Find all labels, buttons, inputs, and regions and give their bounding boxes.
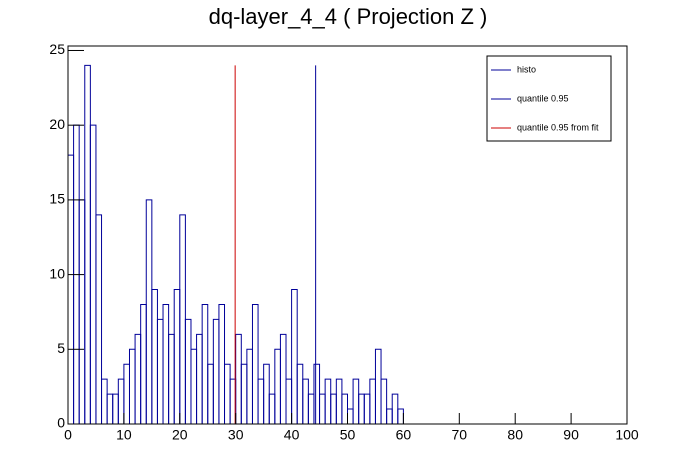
histogram-bin bbox=[196, 333, 203, 424]
histogram-bin bbox=[95, 214, 103, 424]
histogram-bin bbox=[212, 318, 220, 424]
x-tick-label: 10 bbox=[116, 427, 132, 443]
y-tick-label: 25 bbox=[49, 41, 65, 57]
x-tick-label: 50 bbox=[340, 427, 356, 443]
histogram-bin bbox=[391, 393, 399, 424]
histogram-bin bbox=[313, 363, 321, 424]
histogram-bin bbox=[285, 378, 293, 424]
histogram-bin bbox=[134, 333, 142, 424]
histogram-bin bbox=[235, 333, 242, 424]
histogram-bin bbox=[363, 393, 371, 424]
x-tick-label: 100 bbox=[615, 427, 639, 443]
y-tick-label: 10 bbox=[49, 265, 65, 281]
y-tick-label: 15 bbox=[49, 191, 65, 207]
histogram-bin bbox=[168, 333, 175, 424]
histogram-bin bbox=[145, 199, 153, 424]
histogram-bin bbox=[224, 363, 231, 424]
histogram-bin bbox=[101, 378, 108, 424]
chart-title: dq-layer_4_4 ( Projection Z ) bbox=[209, 4, 488, 29]
histogram-bin bbox=[112, 393, 119, 424]
y-tick-label: 0 bbox=[57, 415, 65, 431]
histogram-bin bbox=[374, 348, 382, 424]
histogram-bin bbox=[151, 289, 158, 424]
histogram-bin bbox=[291, 289, 298, 424]
histogram-bin bbox=[251, 303, 259, 424]
histogram-bin bbox=[173, 289, 181, 424]
histogram-bin bbox=[89, 124, 97, 424]
histogram-bin bbox=[140, 303, 147, 424]
legend-label: quantile 0.95 bbox=[517, 93, 569, 103]
histogram-bin bbox=[156, 318, 164, 424]
histogram-bin bbox=[324, 378, 332, 424]
histogram-bin bbox=[201, 303, 209, 424]
histogram-bin bbox=[240, 363, 248, 424]
histogram-bin bbox=[347, 408, 354, 424]
x-tick-label: 70 bbox=[452, 427, 468, 443]
x-tick-label: 0 bbox=[64, 427, 72, 443]
histogram-bin bbox=[84, 64, 91, 424]
histogram-bin bbox=[335, 378, 343, 424]
histogram-bin bbox=[397, 408, 404, 424]
histogram-bin bbox=[296, 363, 304, 424]
legend-label: quantile 0.95 from fit bbox=[517, 122, 599, 132]
histogram-bin bbox=[341, 393, 348, 424]
histogram-bin bbox=[330, 393, 337, 424]
histogram-bin bbox=[162, 303, 170, 424]
y-tick-label: 5 bbox=[57, 340, 65, 356]
histogram-bin bbox=[319, 393, 326, 424]
x-tick-label: 90 bbox=[563, 427, 579, 443]
histogram-bin bbox=[78, 199, 86, 424]
histogram-bin bbox=[117, 378, 125, 424]
histogram-bin bbox=[380, 378, 388, 424]
histogram-bin bbox=[67, 154, 75, 424]
x-tick-label: 80 bbox=[507, 427, 523, 443]
histogram-bin bbox=[179, 214, 186, 424]
histogram-bin bbox=[307, 393, 315, 424]
histogram-bin bbox=[218, 303, 226, 424]
histogram-bin bbox=[386, 408, 393, 424]
histogram-bin bbox=[279, 333, 287, 424]
x-tick-label: 20 bbox=[172, 427, 188, 443]
histogram-bin bbox=[106, 393, 114, 424]
histogram-bin bbox=[369, 378, 376, 424]
histogram-bin bbox=[352, 378, 360, 424]
x-tick-label: 60 bbox=[396, 427, 412, 443]
histogram-bin bbox=[207, 363, 214, 424]
x-tick-label: 30 bbox=[228, 427, 244, 443]
histogram-bin bbox=[274, 348, 281, 424]
histogram-bin bbox=[190, 348, 198, 424]
x-tick-label: 40 bbox=[284, 427, 300, 443]
y-tick-label: 20 bbox=[49, 116, 65, 132]
histogram-bin bbox=[184, 318, 192, 424]
histogram-bin bbox=[263, 363, 270, 424]
histogram-bin bbox=[358, 393, 365, 424]
histogram-bin bbox=[123, 363, 130, 424]
histogram-bin bbox=[257, 378, 265, 424]
histogram-bin bbox=[268, 393, 276, 424]
histogram-bin bbox=[302, 378, 309, 424]
histogram-bin bbox=[128, 348, 136, 424]
legend-label: histo bbox=[517, 64, 536, 74]
histogram-bin bbox=[246, 348, 253, 424]
